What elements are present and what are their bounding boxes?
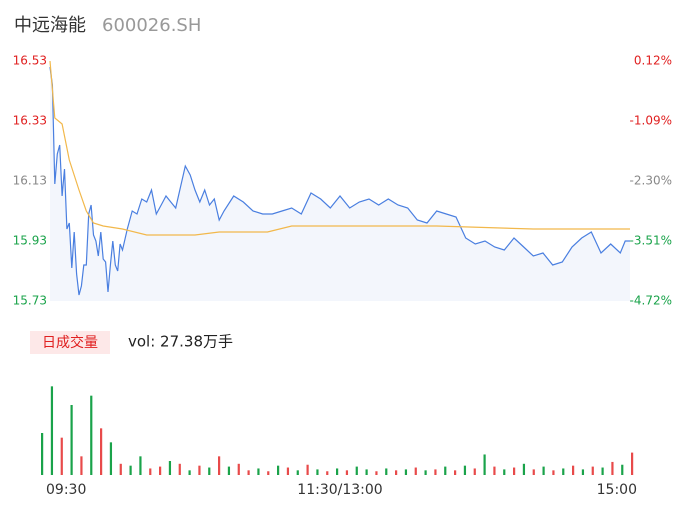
volume-bar [483, 454, 486, 475]
y2-tick-label: -3.51% [630, 234, 672, 248]
volume-bar [237, 463, 240, 475]
volume-bar [286, 467, 290, 475]
y-tick-label: 15.93 [13, 234, 47, 248]
volume-bar [178, 463, 181, 475]
volume-bar [247, 470, 250, 475]
y2-tick-label: -1.09% [630, 114, 672, 128]
volume-bar [513, 467, 516, 475]
y-tick-label: 16.53 [13, 54, 47, 68]
volume-bar [493, 466, 496, 475]
price-area [50, 67, 630, 301]
volume-bar [80, 456, 83, 475]
volume-bar [119, 463, 122, 475]
volume-bar [316, 469, 319, 475]
y2-tick-label: 0.12% [634, 54, 672, 68]
volume-bar [581, 469, 585, 475]
volume-bar [345, 470, 349, 475]
volume-bar [60, 437, 63, 475]
volume-bar [591, 466, 594, 475]
volume-bar [572, 465, 575, 475]
volume-bar [542, 466, 545, 475]
x-tick-label: 11:30/13:00 [297, 482, 382, 498]
volume-bar [522, 463, 526, 475]
volume-bar [395, 470, 398, 475]
volume-bar [149, 468, 152, 475]
volume-bar [306, 464, 309, 475]
volume-bar [562, 468, 565, 475]
x-tick-label: 09:30 [46, 482, 86, 498]
volume-bar [503, 469, 506, 475]
volume-bar [552, 470, 555, 475]
volume-bar [404, 469, 408, 475]
volume-bar [168, 461, 172, 475]
volume-bar [336, 468, 339, 475]
volume-bar [473, 468, 476, 475]
volume-bar [109, 442, 113, 475]
volume-bar [227, 466, 231, 475]
average-line [49, 60, 630, 236]
volume-bar [277, 465, 280, 475]
volume-bar [139, 456, 142, 475]
volume-bar [375, 471, 378, 475]
volume-bar [463, 465, 467, 475]
volume-bar [218, 456, 221, 475]
volume-bar [434, 469, 437, 475]
volume-bar [355, 466, 358, 475]
volume-bar [621, 464, 624, 475]
y-tick-label: 16.13 [13, 174, 47, 188]
price-line [49, 66, 630, 296]
volume-bar [385, 468, 388, 475]
volume-bar [424, 470, 427, 475]
volume-bar [532, 469, 535, 475]
y-tick-label: 15.73 [13, 294, 47, 308]
volume-bar [198, 465, 201, 475]
volume-bar [129, 465, 132, 475]
volume-bar [326, 471, 329, 475]
volume-bar [267, 471, 270, 475]
volume-bar [296, 470, 299, 475]
volume-bar [70, 405, 73, 475]
volume-bar [257, 468, 260, 475]
volume-bar [631, 452, 634, 475]
volume-bar [50, 386, 54, 475]
volume-bar [611, 461, 614, 475]
volume-bar [365, 469, 368, 475]
volume-bar [208, 467, 211, 475]
chart-subtitle: 600026.SH [102, 15, 201, 36]
x-tick-label: 15:00 [597, 482, 637, 498]
volume-bar [159, 466, 162, 475]
volume-bar [41, 433, 44, 475]
y2-tick-label: -2.30% [630, 174, 672, 188]
y-tick-label: 16.33 [13, 114, 47, 128]
volume-bar [444, 466, 447, 475]
volume-bar [100, 428, 103, 475]
volume-bar [414, 467, 417, 475]
volume-bar [454, 470, 457, 475]
badge [30, 331, 110, 354]
chart-title: 中远海能 [14, 15, 86, 36]
volume-bar [601, 467, 604, 475]
volume-bar [188, 470, 191, 475]
volume-annotation: vol: 27.38万手 [128, 333, 233, 351]
volume-title: 日成交量 [42, 334, 98, 351]
volume-bar [90, 395, 93, 475]
y2-tick-label: -4.72% [630, 294, 672, 308]
